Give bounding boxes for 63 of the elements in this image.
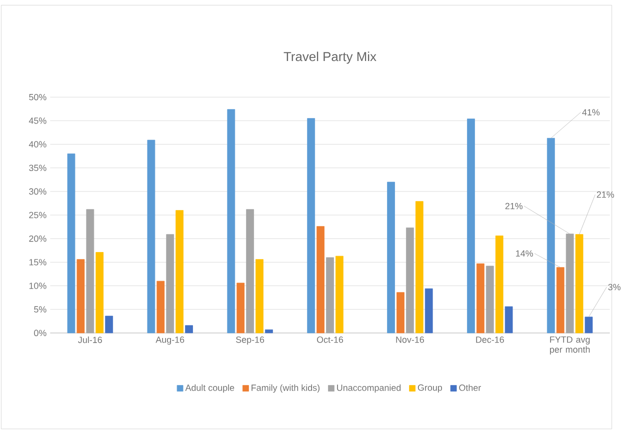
bar: [486, 266, 494, 334]
bar: [76, 259, 85, 334]
bar: [566, 234, 574, 334]
y-tick-label: 0%: [34, 330, 46, 336]
bar: [227, 109, 236, 334]
y-tick-label: 50%: [29, 94, 46, 100]
bar: [105, 316, 113, 334]
y-tick-label: 25%: [29, 212, 46, 218]
legend-label: Family (with kids): [252, 384, 320, 393]
bar: [246, 209, 254, 334]
x-tick-label: Oct-16: [316, 336, 344, 343]
bar: [176, 210, 184, 334]
y-tick-label: 5%: [34, 306, 46, 312]
legend-label: Other: [459, 384, 481, 391]
y-tick-label: 40%: [28, 141, 46, 148]
chart-title: Travel Party Mix: [284, 52, 376, 64]
bar: [467, 118, 475, 334]
data-label: 21%: [596, 191, 614, 198]
bar: [316, 226, 324, 334]
y-tick-label: 45%: [28, 118, 46, 124]
data-label: 3%: [608, 284, 621, 290]
bar: [495, 236, 504, 334]
bar: [476, 263, 484, 334]
bar: [336, 256, 344, 334]
legend-label: Adult couple: [185, 384, 234, 393]
y-tick-label: 20%: [29, 235, 46, 242]
data-label: 14%: [516, 250, 533, 257]
bar: [575, 234, 584, 334]
bar: [584, 316, 593, 334]
bar: [387, 182, 395, 334]
bar: [396, 292, 404, 334]
x-tick-label: Sep-16: [236, 336, 264, 345]
data-label: 41%: [582, 109, 600, 116]
bar: [185, 325, 193, 334]
bar: [307, 118, 316, 334]
bar: [504, 306, 513, 334]
bar: [86, 209, 94, 334]
legend-label: Group: [418, 384, 442, 393]
data-label: 21%: [505, 202, 523, 210]
x-tick-label: Aug-16: [156, 336, 184, 345]
bar: [556, 267, 564, 334]
x-tick-label: Nov-16: [396, 336, 424, 343]
bar: [415, 201, 424, 334]
bar: [265, 329, 273, 334]
bar: [424, 288, 433, 334]
y-tick-label: 35%: [29, 164, 46, 172]
bar: [326, 257, 334, 334]
bar: [156, 280, 165, 334]
bar: [166, 234, 174, 334]
bar: [236, 282, 245, 334]
bar: [147, 140, 156, 334]
y-tick-label: 15%: [29, 259, 46, 266]
y-tick-label: 10%: [29, 282, 46, 289]
bar: [67, 153, 76, 334]
legend-label: Unaccompanied: [337, 384, 401, 393]
x-tick-label: FYTD avg per month: [550, 336, 590, 354]
bar: [96, 252, 104, 334]
bar: [546, 138, 555, 334]
bar: [256, 259, 264, 334]
x-tick-label: Dec-16: [476, 336, 504, 343]
y-tick-label: 30%: [29, 188, 46, 195]
x-tick-label: Jul-16: [78, 336, 102, 344]
bar: [406, 228, 414, 334]
